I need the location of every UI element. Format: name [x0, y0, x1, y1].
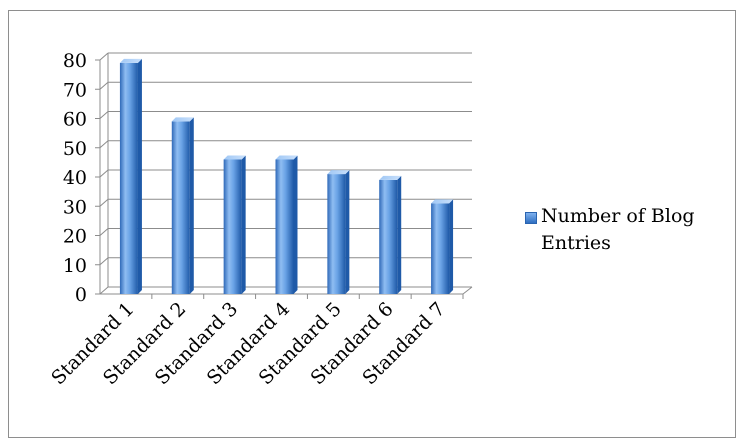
bar-top [431, 199, 454, 204]
bar-top [327, 170, 350, 175]
bars [119, 58, 454, 294]
bar [379, 175, 402, 294]
y-tick-label: 50 [63, 138, 87, 160]
bar [275, 155, 298, 294]
bar [119, 58, 142, 294]
y-tick-label: 30 [63, 196, 87, 218]
legend: Number of Blog Entries [525, 203, 721, 257]
legend-label: Number of Blog Entries [541, 205, 695, 254]
bar-front [327, 174, 346, 294]
bar-side [449, 199, 454, 294]
bar [431, 199, 454, 294]
bar-front [379, 179, 398, 294]
bar-front [223, 159, 242, 294]
gridline-depth [99, 169, 109, 178]
y-tick-label: 0 [75, 284, 87, 306]
bar-front [275, 159, 294, 294]
bar [223, 155, 246, 294]
bar-side [189, 117, 194, 294]
x-axis-depth [462, 286, 473, 295]
gridline-depth [99, 257, 109, 266]
y-tick-label: 10 [63, 255, 87, 277]
y-tick-labels: 0 10 20 30 40 50 60 70 80 [63, 50, 87, 306]
bar-top [379, 175, 402, 180]
bar [171, 117, 194, 294]
bar-side [241, 155, 246, 294]
bar [327, 170, 350, 294]
bar-side [293, 155, 298, 294]
bar-top [119, 58, 142, 63]
bar-side [345, 170, 350, 294]
gridline-depth [99, 140, 109, 149]
y-tick-label: 70 [63, 79, 87, 101]
bar-top [171, 117, 194, 122]
bar-top [223, 155, 246, 160]
gridline-depth [99, 228, 109, 236]
bar-side [137, 58, 142, 294]
gridline-depth [99, 111, 109, 119]
gridline-depth [99, 198, 109, 207]
y-tick-label: 80 [63, 50, 87, 72]
bar-top [275, 155, 298, 160]
y-tick-label: 40 [63, 167, 87, 189]
bar-front [119, 62, 138, 294]
bar-side [397, 175, 402, 294]
bar-front [171, 121, 190, 294]
gridline-depth [99, 286, 109, 295]
legend-swatch [525, 212, 537, 224]
gridline-depth [99, 81, 109, 90]
y-tick-label: 20 [63, 226, 87, 248]
gridline-depth [99, 52, 109, 61]
bar-front [431, 203, 450, 294]
y-tick-label: 60 [63, 109, 87, 131]
